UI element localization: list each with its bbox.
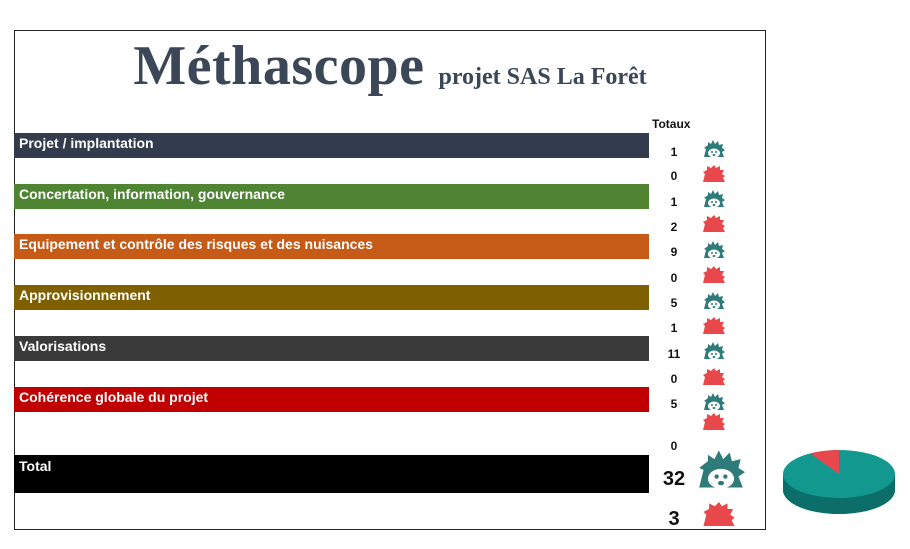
- teal-hedgehog-icon: [704, 190, 725, 208]
- results-sheet: [14, 30, 766, 530]
- count-positive: 11: [667, 347, 681, 361]
- category-label: Equipement et contrôle des risques et de…: [19, 236, 373, 252]
- count-positive: 1: [670, 195, 678, 209]
- totals-pie-chart: [783, 450, 895, 514]
- header: Méthascope projet SAS La Forêt: [14, 34, 766, 98]
- category-label: Valorisations: [19, 338, 107, 354]
- page-title: Méthascope: [133, 35, 425, 97]
- teal-hedgehog-icon: [704, 393, 725, 411]
- red-hedgehog-icon: [703, 502, 735, 526]
- category-label: Projet / implantation: [19, 135, 154, 151]
- red-hedgehog-icon: [703, 165, 725, 182]
- count-negative: 0: [670, 169, 678, 183]
- count-positive: 5: [670, 397, 678, 411]
- count-negative: 2: [670, 220, 678, 234]
- red-hedgehog-icon: [703, 266, 725, 283]
- count-positive: 9: [670, 245, 678, 259]
- count-negative: 0: [670, 439, 678, 453]
- count-positive: 5: [670, 296, 678, 310]
- category-label: Approvisionnement: [19, 287, 151, 303]
- red-hedgehog-icon: [703, 215, 725, 232]
- total-negative: 3: [668, 508, 680, 530]
- teal-hedgehog-icon: [704, 140, 725, 158]
- category-label: Cohérence globale du projet: [19, 389, 209, 405]
- total-bar: Total: [14, 455, 649, 493]
- totals-column-header: Totaux: [652, 117, 691, 131]
- teal-hedgehog-icon: [704, 342, 725, 360]
- red-hedgehog-icon: [703, 368, 725, 385]
- category-bar-coherence: Cohérence globale du projet: [14, 387, 649, 412]
- count-positive: 1: [670, 145, 678, 159]
- red-hedgehog-icon: [703, 317, 725, 334]
- category-bar-equipement: Equipement et contrôle des risques et de…: [14, 234, 649, 259]
- total-label: Total: [19, 458, 52, 474]
- category-label: Concertation, information, gouvernance: [19, 186, 286, 202]
- teal-hedgehog-icon: [704, 292, 725, 310]
- category-bar-projet: Projet / implantation: [14, 133, 649, 158]
- category-bar-concertation: Concertation, information, gouvernance: [14, 184, 649, 209]
- pie-slice-negative: [810, 450, 839, 474]
- total-positive: 32: [662, 468, 686, 490]
- page-subtitle: projet SAS La Forêt: [438, 64, 647, 90]
- category-bar-valorisations: Valorisations: [14, 336, 649, 361]
- teal-hedgehog-icon: [704, 241, 725, 259]
- count-negative: 0: [670, 372, 678, 386]
- category-bar-approvisionnement: Approvisionnement: [14, 285, 649, 310]
- red-hedgehog-icon: [703, 413, 725, 430]
- count-negative: 1: [670, 321, 678, 335]
- count-negative: 0: [670, 271, 678, 285]
- teal-hedgehog-icon: [699, 450, 745, 489]
